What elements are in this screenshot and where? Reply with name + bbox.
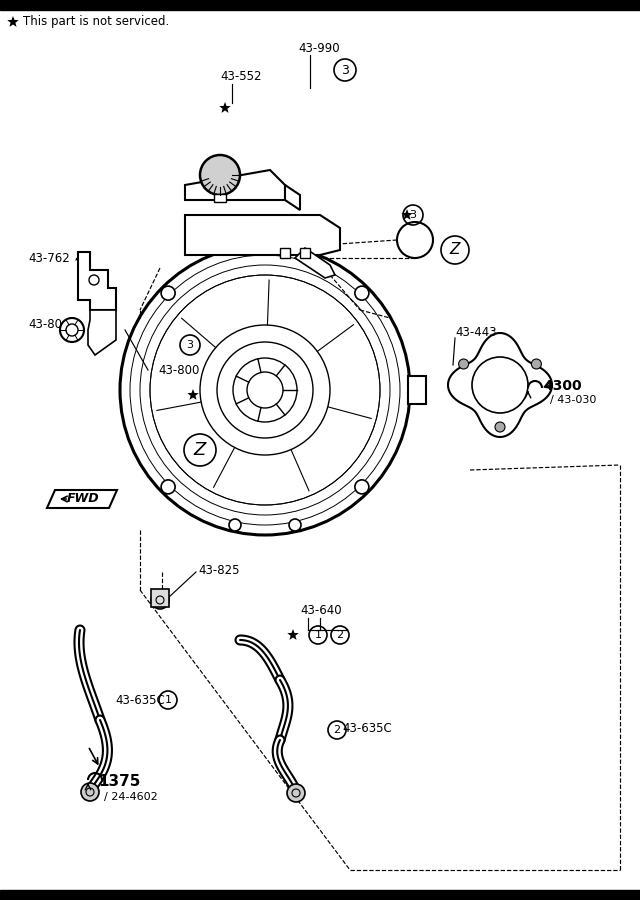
Circle shape: [459, 359, 468, 369]
Text: 1: 1: [164, 695, 172, 705]
Circle shape: [287, 784, 305, 802]
Polygon shape: [47, 490, 117, 508]
Text: 3: 3: [410, 210, 417, 220]
Polygon shape: [287, 629, 299, 640]
Text: / 24-4602: / 24-4602: [104, 792, 157, 802]
Polygon shape: [88, 310, 116, 355]
Polygon shape: [185, 215, 340, 255]
FancyBboxPatch shape: [151, 589, 169, 607]
Text: 43-552: 43-552: [220, 69, 262, 83]
Text: 2: 2: [333, 725, 340, 735]
Polygon shape: [220, 102, 230, 112]
Text: 43-640: 43-640: [300, 604, 342, 617]
Polygon shape: [295, 248, 335, 278]
Polygon shape: [7, 16, 19, 27]
Circle shape: [161, 480, 175, 494]
Text: 43-443: 43-443: [455, 326, 497, 338]
FancyBboxPatch shape: [280, 248, 290, 258]
FancyBboxPatch shape: [408, 376, 426, 404]
Circle shape: [355, 286, 369, 300]
Circle shape: [151, 591, 169, 609]
Circle shape: [229, 519, 241, 531]
Text: / 43-030: / 43-030: [550, 395, 596, 405]
Text: 43-990: 43-990: [298, 41, 340, 55]
Polygon shape: [401, 209, 413, 220]
Polygon shape: [185, 170, 285, 200]
Circle shape: [81, 783, 99, 801]
Text: Z: Z: [450, 242, 460, 257]
Polygon shape: [285, 185, 300, 210]
Circle shape: [60, 318, 84, 342]
Polygon shape: [78, 252, 116, 310]
Text: 43-635C: 43-635C: [342, 722, 392, 734]
Bar: [0, 890, 640, 900]
Bar: [0, 0, 640, 10]
Polygon shape: [188, 389, 198, 400]
Text: 43-762: 43-762: [28, 251, 70, 265]
Text: 43-800: 43-800: [158, 364, 200, 376]
Text: 3: 3: [186, 340, 193, 350]
Circle shape: [161, 286, 175, 300]
Text: 43-825: 43-825: [198, 563, 239, 577]
Text: 1: 1: [314, 630, 321, 640]
Text: 1375: 1375: [98, 775, 140, 789]
Text: FWD: FWD: [67, 492, 99, 506]
Circle shape: [531, 359, 541, 369]
Polygon shape: [448, 333, 552, 437]
Text: 2: 2: [337, 630, 344, 640]
Circle shape: [495, 422, 505, 432]
Circle shape: [289, 519, 301, 531]
Text: Z: Z: [194, 441, 206, 459]
Text: 3: 3: [341, 64, 349, 76]
Circle shape: [355, 480, 369, 494]
Text: 4300: 4300: [543, 379, 582, 393]
Text: This part is not serviced.: This part is not serviced.: [23, 15, 169, 29]
Circle shape: [200, 155, 240, 195]
FancyBboxPatch shape: [300, 248, 310, 258]
FancyBboxPatch shape: [214, 194, 226, 202]
Text: 43-804: 43-804: [28, 319, 70, 331]
Text: 43-635C: 43-635C: [115, 694, 164, 706]
